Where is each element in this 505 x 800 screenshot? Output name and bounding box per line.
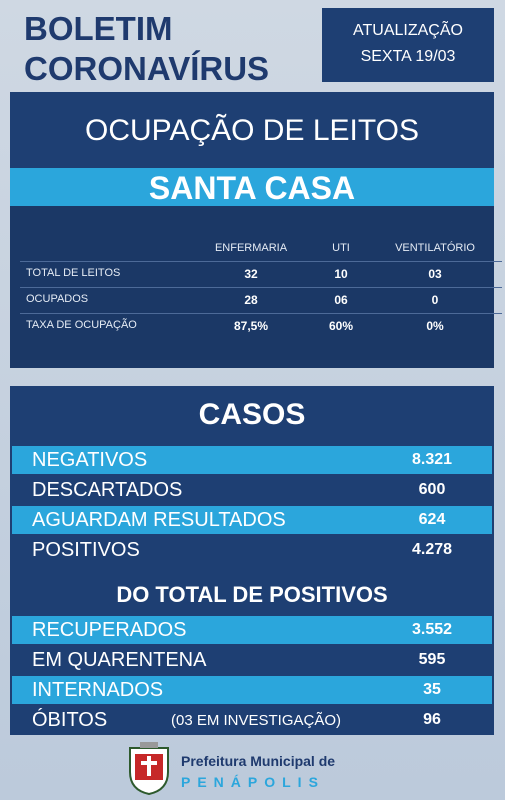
update-label: ATUALIZAÇÃO [353,22,463,39]
divider [20,287,502,288]
row-value: 4.278 [411,541,453,558]
row-label: OCUPADOS [26,293,89,305]
band [10,168,494,206]
section-title: CASOS [198,398,306,431]
row-label: ÓBITOS [32,709,108,731]
cell: 32 [244,267,258,281]
section-title: DO TOTAL DE POSITIVOS [116,582,388,607]
row-value: 96 [423,711,441,728]
column-header: VENTILATÓRIO [395,242,475,254]
update-date: SEXTA 19/03 [360,48,456,65]
row-label: INTERNADOS [32,679,164,701]
subtitle: SANTA CASA [148,170,356,206]
row-label: POSITIVOS [32,539,140,561]
case-row: NEGATIVOS 8.321 [12,446,492,474]
footer-line: PENÁPOLIS [181,774,325,790]
row-label: TOTAL DE LEITOS [26,267,121,279]
row-value: 3.552 [411,621,453,638]
cell: 0 [431,293,439,307]
title: CORONAVÍRUS [24,50,270,87]
case-row: RECUPERADOS 3.552 [12,616,492,644]
cell: 10 [334,267,348,281]
update-box: ATUALIZAÇÃO SEXTA 19/03 [322,8,494,82]
cell: 06 [334,293,348,307]
case-row: EM QUARENTENA 595 [12,646,492,674]
row-value: 624 [418,511,446,528]
cell: 87,5% [233,319,269,333]
footer-line: Prefeitura Municipal de [181,753,336,769]
cell: 28 [244,293,258,307]
row-label: AGUARDAM RESULTADOS [32,509,286,531]
case-row: ÓBITOS (03 EM INVESTIGAÇÃO) 96 [12,706,492,734]
cell: 0% [426,319,444,333]
row-value: 600 [418,481,446,498]
divider [20,261,502,262]
column-header: ENFERMARIA [214,242,288,254]
cell: 60% [328,319,354,333]
case-row: AGUARDAM RESULTADOS 624 [12,506,492,534]
row-value: 595 [418,651,446,668]
cell: 03 [428,267,442,281]
row-label: EM QUARENTENA [32,649,207,671]
row-label: TAXA DE OCUPAÇÃO [26,319,137,331]
divider [20,313,502,314]
case-row: INTERNADOS 35 [12,676,492,704]
emblem [129,742,169,796]
row-note: (03 EM INVESTIGAÇÃO) [170,712,342,729]
row-label: RECUPERADOS [32,619,187,641]
row-label: NEGATIVOS [32,449,148,471]
case-row: DESCARTADOS 600 [12,476,492,504]
row-value: 8.321 [411,451,453,468]
title: BOLETIM [24,10,173,47]
row-value: 35 [423,681,441,698]
section-title: OCUPAÇÃO DE LEITOS [85,114,419,147]
row-label: DESCARTADOS [32,479,183,501]
case-row: POSITIVOS 4.278 [12,536,492,564]
column-header: UTI [332,242,350,254]
